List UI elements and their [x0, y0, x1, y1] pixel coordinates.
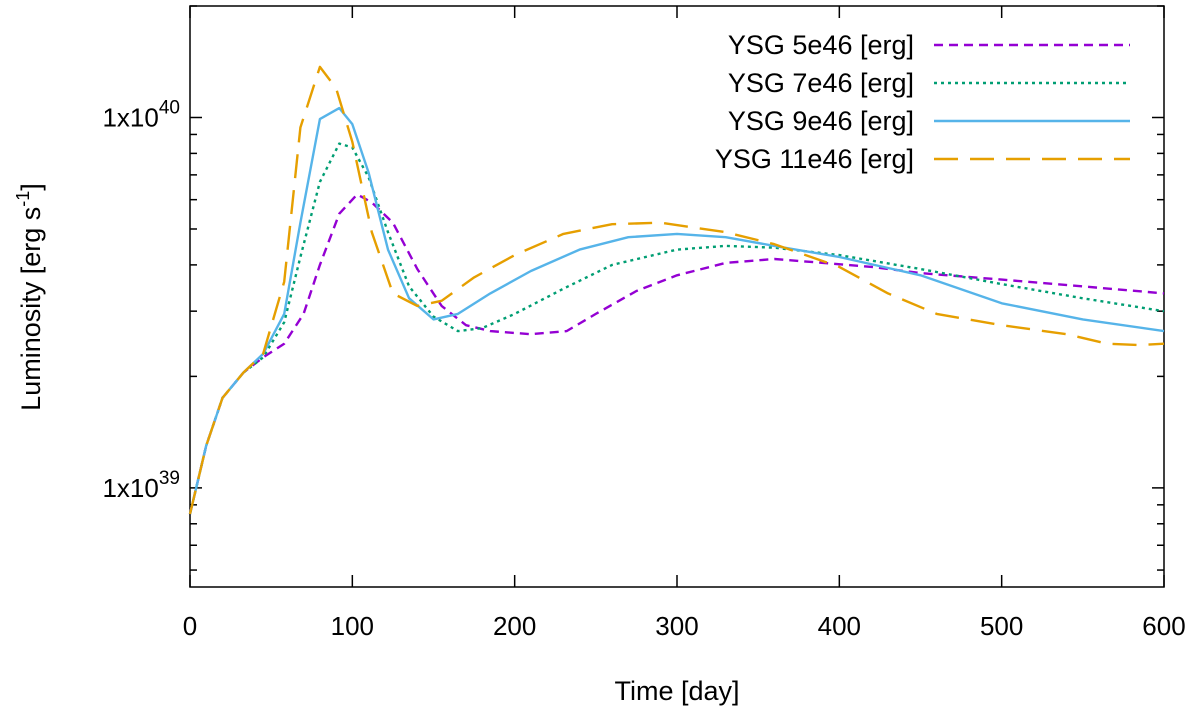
- series-line-2: [188, 142, 1165, 515]
- x-tick-label-500: 500: [980, 611, 1023, 641]
- plot-frame: [189, 5, 1165, 588]
- legend-label-4: YSG 11e46 [erg]: [715, 144, 914, 174]
- axis-ticks: [189, 5, 1165, 587]
- series-line-4: [188, 65, 1165, 515]
- series-layer: [188, 65, 1165, 515]
- y-tick-label-39: 1x1039: [102, 468, 180, 503]
- y-tick-label-base: 1x10: [102, 473, 158, 503]
- legend: YSG 5e46 [erg] YSG 7e46 [erg] YSG 9e46 [er…: [715, 30, 1130, 174]
- y-tick-label-40: 1x1040: [102, 97, 180, 132]
- y-axis-label: Luminosity [erg s-1]: [13, 183, 46, 411]
- series-line-1: [188, 193, 1165, 515]
- y-axis-label-main: Luminosity [erg s: [16, 207, 46, 411]
- x-tick-label-100: 100: [331, 611, 374, 641]
- y-tick-label-base: 1x10: [102, 102, 158, 132]
- legend-label-3: YSG 9e46 [erg]: [728, 106, 914, 136]
- x-tick-label-300: 300: [655, 611, 698, 641]
- y-tick-label-exponent: 39: [159, 468, 180, 489]
- x-axis-label: Time [day]: [614, 676, 739, 706]
- legend-label-2: YSG 7e46 [erg]: [728, 68, 914, 98]
- y-axis-label-end: ]: [16, 183, 46, 191]
- y-axis-label-sup: -1: [13, 191, 33, 207]
- x-tick-label-0: 0: [183, 611, 197, 641]
- legend-label-1: YSG 5e46 [erg]: [728, 30, 914, 60]
- x-tick-label-600: 600: [1142, 611, 1185, 641]
- x-tick-label-200: 200: [493, 611, 536, 641]
- series-line-3: [188, 106, 1165, 515]
- y-tick-label-exponent: 40: [159, 97, 180, 118]
- x-tick-label-400: 400: [818, 611, 861, 641]
